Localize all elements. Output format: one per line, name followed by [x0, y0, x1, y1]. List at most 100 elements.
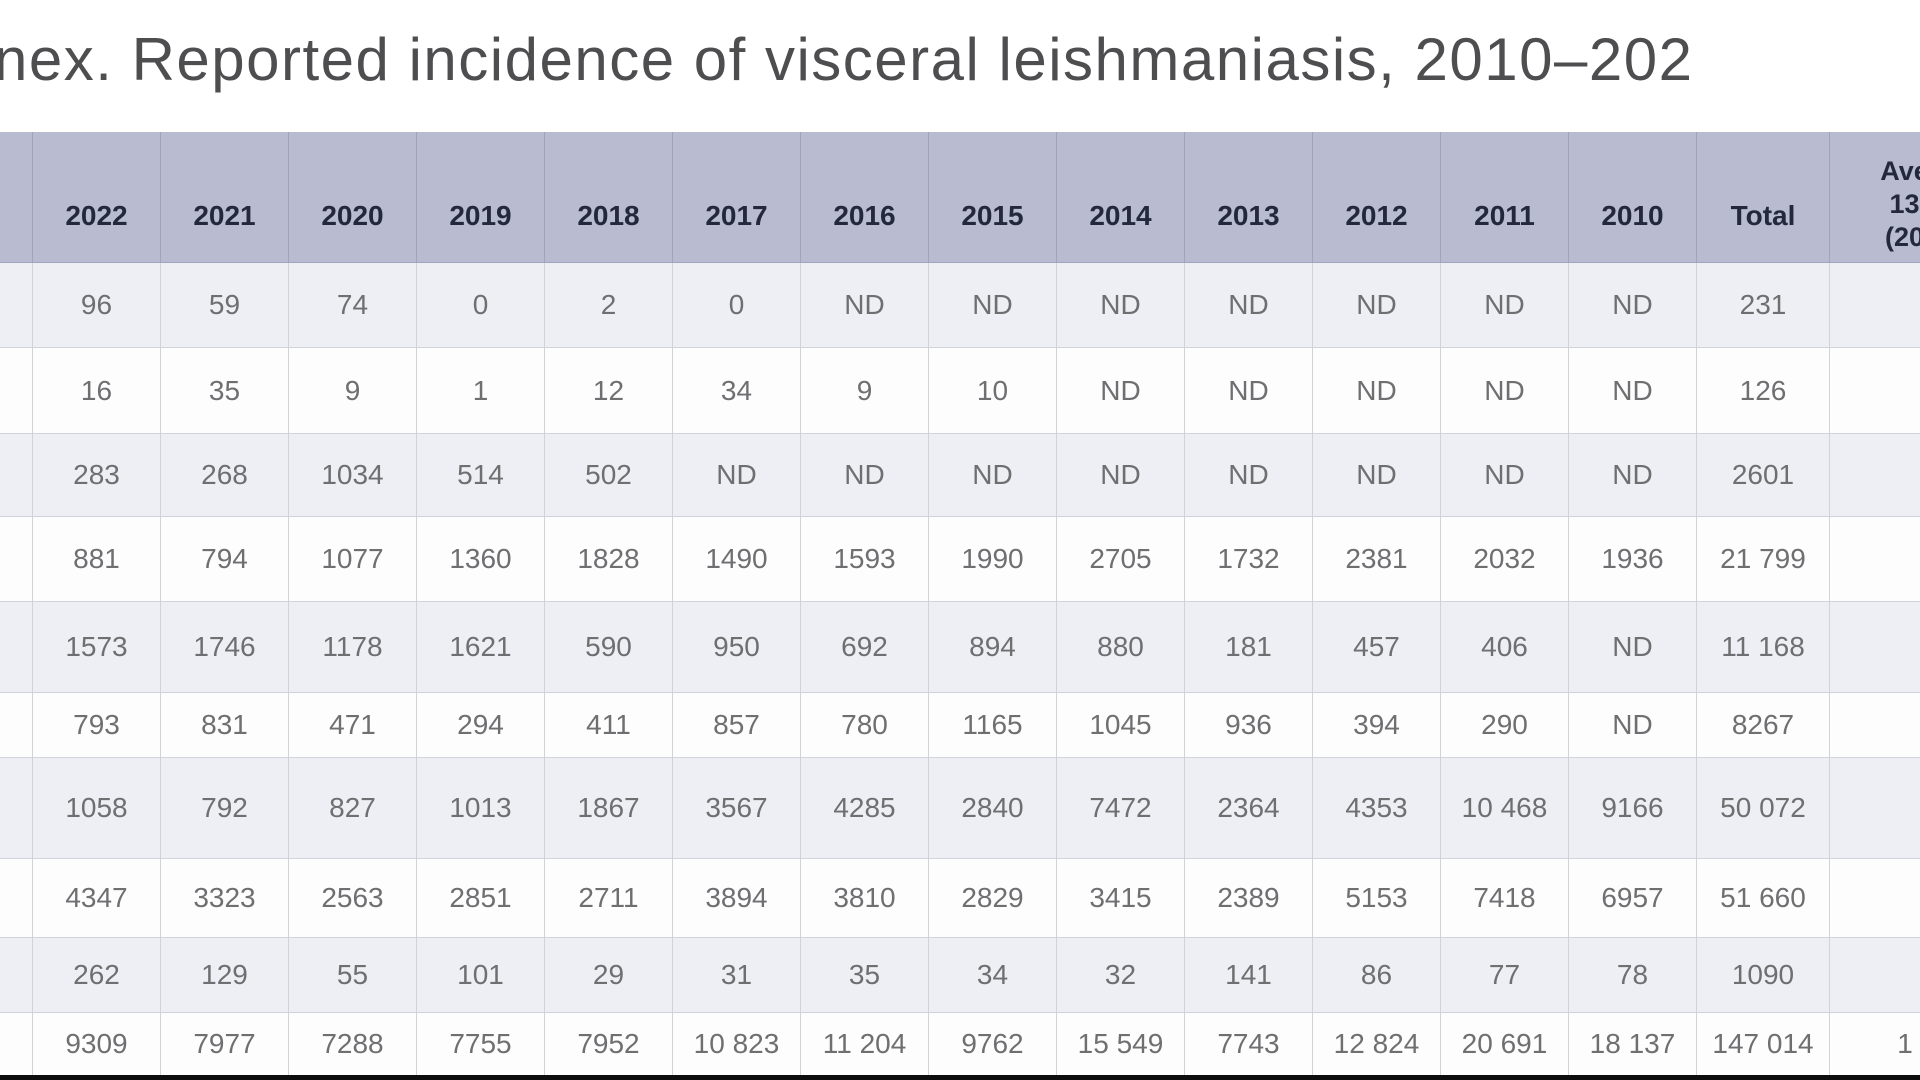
data-cell: 11 204 — [801, 1013, 929, 1075]
table-row: 9309 7977 7288 7755 7952 10 823 11 204 9762 15 5… — [0, 1012, 1920, 1075]
table-row: 283 268 1034 514 502 ND ND ND ND ND ND ND ND 2601 — [0, 433, 1920, 516]
table-header-row: 2022 2021 2020 2019 2018 2017 2016 2015 2014 2013… — [0, 132, 1920, 263]
data-cell: 1058 — [33, 758, 161, 858]
data-cell: 1593 — [801, 517, 929, 601]
data-cell: 471 — [289, 693, 417, 757]
data-cell: ND — [1185, 434, 1313, 516]
data-cell: 1990 — [929, 517, 1057, 601]
year-column-header: 2010 — [1569, 132, 1697, 262]
table-row: 262 129 55 101 29 31 35 34 32 141 86 77 78 1090 — [0, 937, 1920, 1012]
total-cell: 2601 — [1697, 434, 1830, 516]
data-cell: 7418 — [1441, 859, 1569, 937]
year-column-header: 2014 — [1057, 132, 1185, 262]
data-cell: ND — [1313, 263, 1441, 347]
data-cell: 290 — [1441, 693, 1569, 757]
data-cell: 7472 — [1057, 758, 1185, 858]
data-cell: ND — [929, 263, 1057, 347]
row-label-stub — [0, 517, 33, 601]
average-cell — [1830, 434, 1920, 516]
data-cell: 15 549 — [1057, 1013, 1185, 1075]
data-cell: 780 — [801, 693, 929, 757]
data-cell: 1490 — [673, 517, 801, 601]
data-cell: 1746 — [161, 602, 289, 692]
data-cell: 16 — [33, 348, 161, 433]
data-cell: 692 — [801, 602, 929, 692]
table-row: 96 59 74 0 2 0 ND ND ND ND ND ND ND 231 — [0, 263, 1920, 347]
data-cell: 34 — [929, 938, 1057, 1012]
data-cell: 7755 — [417, 1013, 545, 1075]
total-column-header: Total — [1697, 132, 1830, 262]
table-bottom-border — [0, 1075, 1920, 1080]
data-cell: 141 — [1185, 938, 1313, 1012]
data-cell: 3810 — [801, 859, 929, 937]
data-cell: 2381 — [1313, 517, 1441, 601]
data-cell: 2705 — [1057, 517, 1185, 601]
data-cell: 894 — [929, 602, 1057, 692]
data-cell: ND — [1057, 434, 1185, 516]
data-cell: 294 — [417, 693, 545, 757]
data-cell: ND — [1569, 693, 1697, 757]
data-cell: 5153 — [1313, 859, 1441, 937]
data-cell: 950 — [673, 602, 801, 692]
data-cell: 101 — [417, 938, 545, 1012]
table-row: 16 35 9 1 12 34 9 10 ND ND ND ND ND 126 — [0, 347, 1920, 433]
data-cell: 7977 — [161, 1013, 289, 1075]
data-cell: 74 — [289, 263, 417, 347]
data-cell: 1034 — [289, 434, 417, 516]
data-cell: 32 — [1057, 938, 1185, 1012]
average-cell: 1 — [1830, 1013, 1920, 1075]
data-cell: 3567 — [673, 758, 801, 858]
data-cell: 1936 — [1569, 517, 1697, 601]
data-cell: 9309 — [33, 1013, 161, 1075]
data-cell: 86 — [1313, 938, 1441, 1012]
row-label-stub — [0, 1013, 33, 1075]
data-cell: ND — [673, 434, 801, 516]
data-cell: 2851 — [417, 859, 545, 937]
data-cell: 29 — [545, 938, 673, 1012]
row-label-stub — [0, 758, 33, 858]
data-cell: 3323 — [161, 859, 289, 937]
total-cell: 231 — [1697, 263, 1830, 347]
data-cell: 59 — [161, 263, 289, 347]
data-cell: 411 — [545, 693, 673, 757]
data-cell: 268 — [161, 434, 289, 516]
year-column-header: 2017 — [673, 132, 801, 262]
data-cell: ND — [1057, 348, 1185, 433]
data-cell: 2 — [545, 263, 673, 347]
total-cell: 147 014 — [1697, 1013, 1830, 1075]
data-cell: 457 — [1313, 602, 1441, 692]
total-cell: 126 — [1697, 348, 1830, 433]
data-cell: 10 — [929, 348, 1057, 433]
total-cell: 8267 — [1697, 693, 1830, 757]
data-cell: 2563 — [289, 859, 417, 937]
total-cell: 1090 — [1697, 938, 1830, 1012]
data-cell: 181 — [1185, 602, 1313, 692]
data-cell: ND — [1569, 602, 1697, 692]
data-cell: 827 — [289, 758, 417, 858]
data-cell: 9762 — [929, 1013, 1057, 1075]
average-header-line: Ave — [1880, 156, 1920, 187]
data-cell: 394 — [1313, 693, 1441, 757]
data-cell: 34 — [673, 348, 801, 433]
year-column-header: 2011 — [1441, 132, 1569, 262]
data-cell: 283 — [33, 434, 161, 516]
data-cell: ND — [801, 263, 929, 347]
table-row: 1058 792 827 1013 1867 3567 4285 2840 7472 2364 43… — [0, 757, 1920, 858]
data-cell: 1 — [417, 348, 545, 433]
average-cell — [1830, 693, 1920, 757]
average-header-line: 13 — [1889, 189, 1920, 220]
data-cell: 12 — [545, 348, 673, 433]
average-header-line: (20 — [1884, 222, 1920, 253]
data-cell: 1178 — [289, 602, 417, 692]
data-cell: ND — [1569, 434, 1697, 516]
data-cell: 55 — [289, 938, 417, 1012]
data-cell: 936 — [1185, 693, 1313, 757]
row-label-stub — [0, 602, 33, 692]
data-cell: 514 — [417, 434, 545, 516]
total-cell: 11 168 — [1697, 602, 1830, 692]
data-cell: 1360 — [417, 517, 545, 601]
data-cell: ND — [1441, 348, 1569, 433]
data-cell: 1621 — [417, 602, 545, 692]
data-cell: 6957 — [1569, 859, 1697, 937]
data-cell: 7288 — [289, 1013, 417, 1075]
